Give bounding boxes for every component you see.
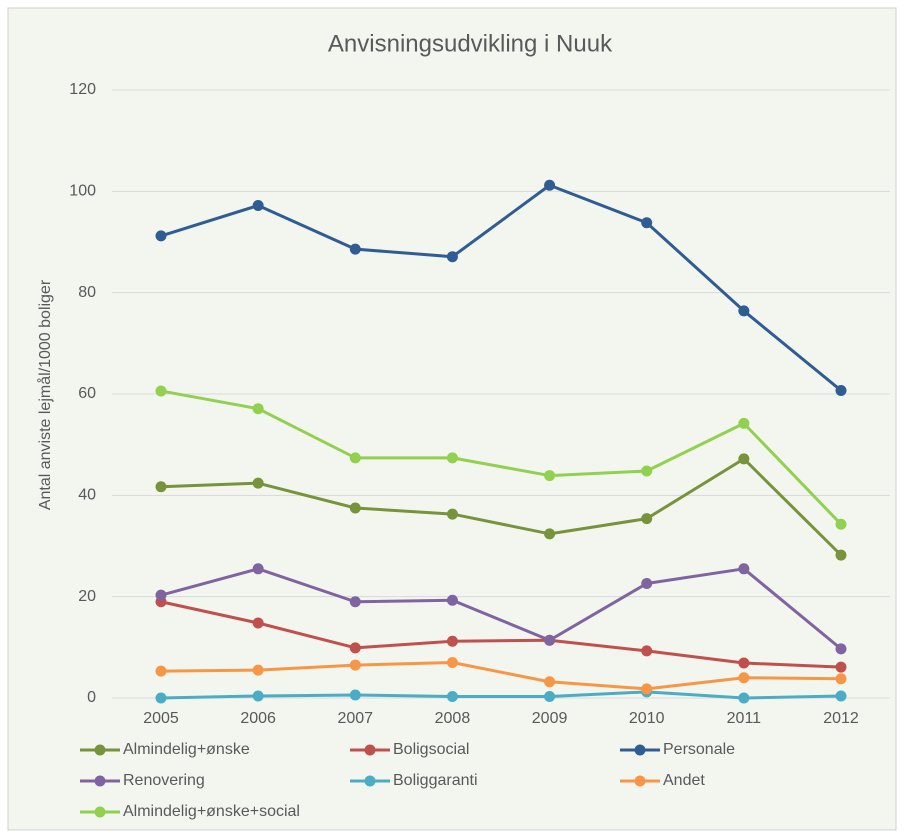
legend-label: Personale (663, 741, 735, 758)
data-point (446, 690, 458, 702)
data-point (835, 549, 847, 561)
x-tick-label: 2010 (629, 710, 665, 727)
data-point (738, 692, 750, 704)
legend-marker (634, 744, 646, 756)
data-point (155, 665, 167, 677)
data-point (835, 690, 847, 702)
data-point (155, 385, 167, 397)
chart-title: Anvisningsudvikling i Nuuk (328, 30, 613, 57)
y-tick-label: 120 (69, 81, 96, 98)
data-point (446, 452, 458, 464)
y-tick-label: 100 (69, 183, 96, 200)
data-point (155, 589, 167, 601)
data-point (349, 243, 361, 255)
series-line (160, 600, 842, 669)
x-tick-label: 2011 (727, 710, 762, 727)
data-point (738, 417, 750, 429)
data-point (446, 657, 458, 669)
data-point (835, 673, 847, 685)
data-point (349, 642, 361, 654)
legend-marker (94, 775, 106, 787)
x-tick-label: 2008 (435, 710, 471, 727)
data-point (252, 477, 264, 489)
data-point (835, 384, 847, 396)
series-line (160, 567, 842, 651)
legend-label: Almindelig+ønske+social (123, 803, 300, 820)
series-line (160, 661, 842, 691)
data-point (738, 563, 750, 575)
series-line (160, 183, 842, 392)
data-point (446, 508, 458, 520)
data-point (155, 230, 167, 242)
data-point (641, 577, 653, 589)
data-point (349, 502, 361, 514)
data-point (544, 634, 556, 646)
legend-label: Boliggaranti (393, 772, 478, 789)
data-point (544, 179, 556, 191)
data-point (641, 465, 653, 477)
legend-marker (94, 806, 106, 818)
data-point (252, 200, 264, 212)
y-tick-label: 40 (78, 487, 96, 504)
y-axis-label: Antal anviste lejmål/1000 boliger (36, 279, 54, 510)
data-point (446, 251, 458, 263)
x-tick-label: 2006 (240, 710, 276, 727)
legend-label: Almindelig+ønske (123, 741, 250, 758)
data-point (446, 594, 458, 606)
y-tick-label: 0 (87, 689, 96, 706)
data-point (641, 513, 653, 525)
data-point (349, 452, 361, 464)
legend-marker (94, 744, 106, 756)
data-point (835, 518, 847, 530)
data-point (738, 672, 750, 684)
data-point (544, 528, 556, 540)
data-point (155, 481, 167, 493)
legend-label: Boligsocial (393, 741, 469, 758)
data-point (252, 617, 264, 629)
legend-label: Andet (663, 772, 705, 789)
data-point (738, 305, 750, 317)
data-point (349, 689, 361, 701)
data-point (155, 692, 167, 704)
data-point (349, 596, 361, 608)
series-line (160, 389, 843, 526)
x-tick-label: 2007 (337, 710, 373, 727)
legend-marker (634, 775, 646, 787)
data-point (252, 563, 264, 575)
data-point (738, 657, 750, 669)
legend-label: Renovering (123, 772, 205, 789)
y-tick-label: 20 (78, 588, 96, 605)
x-tick-label: 2005 (143, 710, 179, 727)
data-point (544, 690, 556, 702)
data-point (835, 661, 847, 673)
chart-background (7, 7, 897, 831)
data-point (641, 645, 653, 657)
data-point (641, 217, 653, 229)
data-point (835, 643, 847, 655)
data-point (641, 683, 653, 695)
data-point (544, 676, 556, 688)
data-point (252, 690, 264, 702)
series-line (160, 690, 842, 700)
data-point (544, 470, 556, 482)
series-line (160, 457, 843, 557)
legend-marker (364, 744, 376, 756)
x-tick-label: 2009 (532, 710, 568, 727)
data-point (738, 453, 750, 465)
x-tick-label: 2012 (823, 710, 859, 727)
y-tick-label: 80 (78, 284, 96, 301)
data-point (252, 664, 264, 676)
data-point (349, 659, 361, 671)
data-point (446, 635, 458, 647)
y-tick-label: 60 (78, 385, 96, 402)
data-point (252, 403, 264, 415)
legend-marker (364, 775, 376, 787)
